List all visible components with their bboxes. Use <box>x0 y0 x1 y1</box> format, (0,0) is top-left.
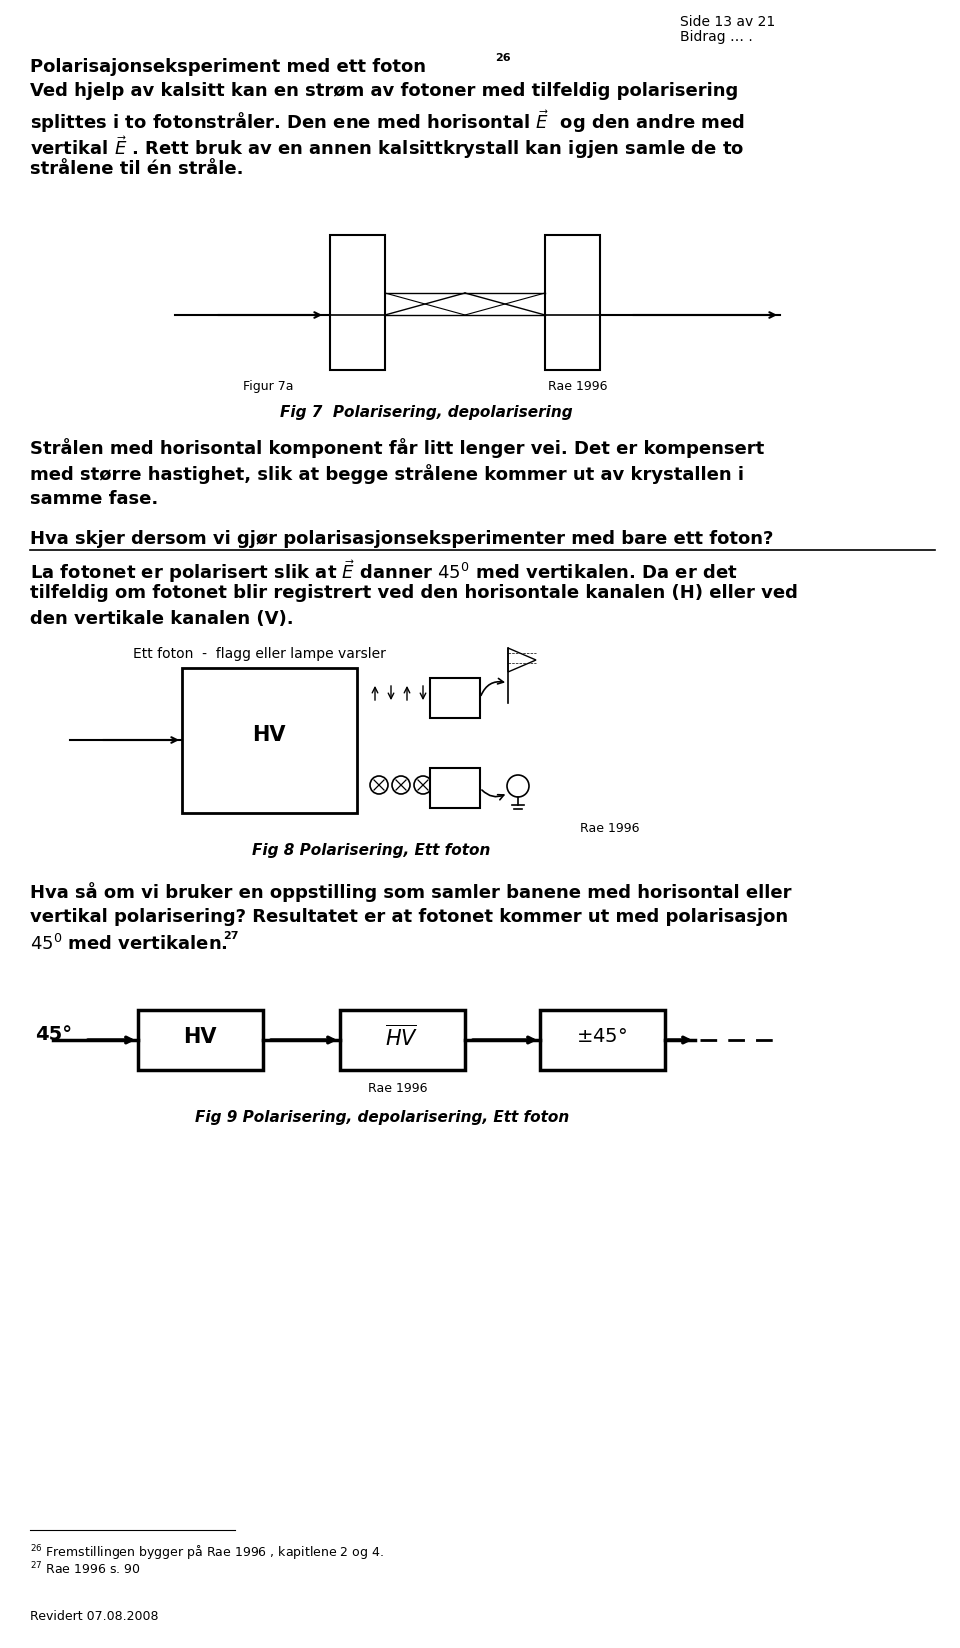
Text: Rae 1996: Rae 1996 <box>580 822 639 836</box>
Text: $\overline{HV}$: $\overline{HV}$ <box>385 1025 419 1050</box>
Text: Rae 1996: Rae 1996 <box>548 381 608 392</box>
Text: Ved hjelp av kalsitt kan en strøm av fotoner med tilfeldig polarisering: Ved hjelp av kalsitt kan en strøm av fot… <box>30 82 738 101</box>
Text: den vertikale kanalen (V).: den vertikale kanalen (V). <box>30 610 294 628</box>
Text: $\pm 45°$: $\pm 45°$ <box>577 1027 628 1046</box>
Bar <box>340 1010 465 1070</box>
Text: Figur 7a: Figur 7a <box>243 381 294 392</box>
Text: Fig 8 Polarisering, Ett foton: Fig 8 Polarisering, Ett foton <box>252 844 491 859</box>
Text: Polarisajonseksperiment med ett foton: Polarisajonseksperiment med ett foton <box>30 58 426 76</box>
Text: vertikal polarisering? Resultatet er at fotonet kommer ut med polarisasjon: vertikal polarisering? Resultatet er at … <box>30 908 788 926</box>
Bar <box>330 236 385 371</box>
Polygon shape <box>508 648 536 672</box>
Text: Fig 9 Polarisering, depolarisering, Ett foton: Fig 9 Polarisering, depolarisering, Ett … <box>195 1111 569 1126</box>
Text: La fotonet er polarisert slik at $\vec{E}$ danner $45^0$ med vertikalen. Da er d: La fotonet er polarisert slik at $\vec{E… <box>30 559 737 585</box>
Text: 27: 27 <box>223 931 238 941</box>
Text: HV: HV <box>183 1027 217 1046</box>
Text: $45^0$ med vertikalen.: $45^0$ med vertikalen. <box>30 934 228 954</box>
Text: Side 13 av 21: Side 13 av 21 <box>680 15 776 30</box>
Text: Revidert 07.08.2008: Revidert 07.08.2008 <box>30 1610 158 1623</box>
Bar <box>430 677 480 719</box>
Text: Hva skjer dersom vi gjør polarisasjonseksperimenter med bare ett foton?: Hva skjer dersom vi gjør polarisasjonsek… <box>30 531 774 549</box>
Text: samme fase.: samme fase. <box>30 489 158 508</box>
Text: vertikal $\vec{E}$ . Rett bruk av en annen kalsittkrystall kan igjen samle de to: vertikal $\vec{E}$ . Rett bruk av en ann… <box>30 133 744 162</box>
Text: med større hastighet, slik at begge strålene kommer ut av krystallen i: med større hastighet, slik at begge strå… <box>30 465 744 485</box>
Bar <box>182 667 357 812</box>
Text: $^{27}$ Rae 1996 s. 90: $^{27}$ Rae 1996 s. 90 <box>30 1561 141 1577</box>
Bar <box>545 236 600 371</box>
Text: Rae 1996: Rae 1996 <box>368 1083 427 1094</box>
Text: HV: HV <box>252 725 286 745</box>
Text: Ett foton  -  flagg eller lampe varsler: Ett foton - flagg eller lampe varsler <box>133 648 386 661</box>
Text: tilfeldig om fotonet blir registrert ved den horisontale kanalen (H) eller ved: tilfeldig om fotonet blir registrert ved… <box>30 583 798 602</box>
Bar <box>430 768 480 808</box>
Bar <box>138 1010 263 1070</box>
Text: Fig 7  Polarisering, depolarisering: Fig 7 Polarisering, depolarisering <box>280 405 572 420</box>
Text: Hva så om vi bruker en oppstilling som samler banene med horisontal eller: Hva så om vi bruker en oppstilling som s… <box>30 882 791 901</box>
Text: Bidrag … .: Bidrag … . <box>680 30 753 44</box>
Text: 26: 26 <box>495 53 511 63</box>
Text: splittes i to fotonstråler. Den ene med horisontal $\vec{E}$  og den andre med: splittes i to fotonstråler. Den ene med … <box>30 109 745 135</box>
Text: 45°: 45° <box>35 1025 72 1043</box>
Text: $^{26}$ Fremstillingen bygger på Rae 1996 , kapitlene 2 og 4.: $^{26}$ Fremstillingen bygger på Rae 199… <box>30 1543 384 1562</box>
Text: Strålen med horisontal komponent får litt lenger vei. Det er kompensert: Strålen med horisontal komponent får lit… <box>30 438 764 458</box>
Bar <box>540 1010 665 1070</box>
Text: strålene til én stråle.: strålene til én stråle. <box>30 160 244 178</box>
